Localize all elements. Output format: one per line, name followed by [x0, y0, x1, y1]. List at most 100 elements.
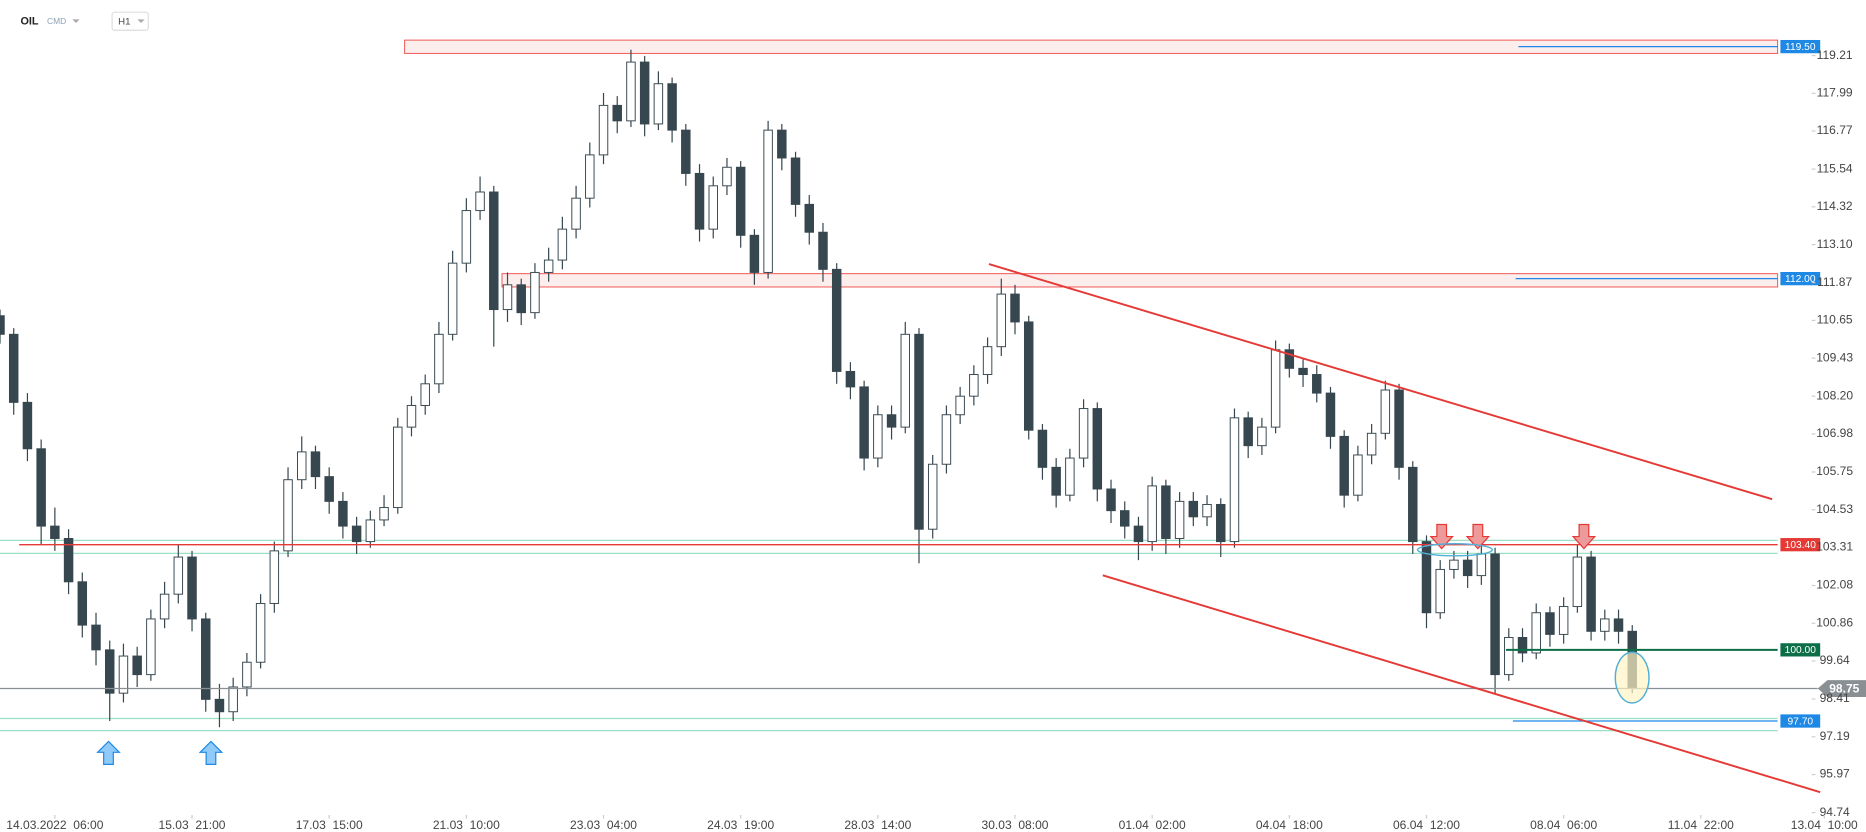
highlight-ellipse [1614, 651, 1650, 704]
candle-body [283, 479, 293, 552]
candle-body [1147, 485, 1157, 543]
x-tick-label: 04.04 18:00 [1256, 818, 1323, 832]
candle-body [1174, 500, 1185, 539]
level-label: 97.70 [1787, 716, 1813, 727]
candle-body [1531, 612, 1541, 654]
x-tick-label: 13.04 10:00 [1791, 818, 1858, 832]
y-tick-label: 95.97 [1820, 767, 1850, 781]
highlight-ellipse [1416, 543, 1494, 557]
symbol[interactable]: OIL [20, 16, 38, 28]
level-label-box [1780, 643, 1821, 657]
y-tick-label: 104.53 [1816, 502, 1853, 516]
level-label: 119.50 [1785, 42, 1816, 53]
candle-body [777, 129, 787, 159]
dropdown-caret[interactable] [137, 19, 145, 24]
last-price-label-box [1817, 680, 1866, 697]
y-tick-label: 100.86 [1816, 615, 1853, 629]
candle-body [1325, 392, 1336, 437]
candle-body [434, 333, 444, 385]
candle-body [859, 386, 869, 459]
candle-body [338, 500, 348, 527]
x-tick-label: 30.03 08:00 [982, 818, 1049, 832]
candle-body [1394, 389, 1404, 468]
candle-body [1010, 293, 1020, 323]
candles [0, 49, 1637, 728]
y-tick-label: 98.41 [1820, 691, 1850, 705]
candle-body [722, 166, 732, 187]
down-arrow [1571, 523, 1597, 550]
candle-body [1065, 457, 1075, 496]
up-arrow [198, 740, 224, 765]
level-label: 100.00 [1785, 645, 1817, 656]
candle-body [667, 83, 677, 131]
up-arrow [96, 740, 121, 765]
candle-body [1051, 466, 1061, 496]
candle-body [310, 451, 321, 478]
candle-body [63, 538, 74, 583]
candle-body [749, 234, 760, 273]
candle-body [77, 581, 88, 626]
y-tick-label: 108.20 [1816, 388, 1853, 402]
candle-body [1229, 417, 1240, 543]
candle-body [1023, 321, 1034, 431]
candle-body [365, 519, 376, 543]
annotations [96, 523, 1650, 765]
candle-body [502, 284, 513, 311]
candle-body [818, 231, 828, 270]
candle-body [996, 293, 1007, 348]
interval[interactable]: H1 [118, 16, 130, 27]
candle-body [914, 333, 924, 530]
axes: 119.21 117.99 116.77 115.54 114.32 113.10 111.… [6, 48, 1858, 832]
candle-body [1257, 426, 1267, 447]
candle-body [790, 157, 801, 205]
candle-body [1613, 618, 1624, 632]
candle-body [626, 61, 636, 122]
y-tick-label: 114.32 [1817, 199, 1853, 213]
candle-body [708, 185, 718, 230]
candle-body [461, 210, 472, 264]
candle-body [1284, 349, 1295, 369]
x-tick-label: 24.03 19:00 [707, 818, 774, 832]
candle-body [969, 374, 979, 397]
candle-body [8, 333, 19, 403]
candle-body [1092, 408, 1103, 490]
candle-body [351, 525, 362, 543]
toolbar: OIL CMD H1 [20, 11, 149, 31]
y-tick-label: 116.77 [1817, 123, 1853, 137]
y-tick-label: 115.54 [1817, 161, 1853, 175]
candle-body [489, 191, 499, 311]
dropdown-caret[interactable] [72, 19, 80, 24]
y-tick-label: 109.43 [1816, 350, 1853, 364]
candle-body [1421, 541, 1432, 614]
candle-body [1476, 553, 1487, 577]
candle-body [900, 333, 911, 428]
x-tick-label: 23.03 04:00 [570, 818, 637, 832]
candle-body [831, 268, 842, 372]
candle-body [379, 507, 389, 521]
level-label: 112.00 [1785, 274, 1816, 285]
candle-body [1078, 408, 1089, 459]
candle-body [1270, 349, 1281, 428]
candle-body [1380, 389, 1391, 434]
down-arrow [1429, 523, 1454, 550]
candle-body [324, 476, 334, 502]
x-tick-label: 11.04 22:00 [1668, 818, 1734, 832]
lines: 119.50 112.00 103.40 100.00 97.70 98.75 [0, 39, 1866, 794]
candle-body [543, 259, 554, 273]
candle-body [420, 383, 430, 406]
candle-body [516, 284, 526, 314]
interval-box[interactable] [111, 11, 149, 31]
level-label-box [1780, 39, 1821, 54]
candle-body [91, 624, 101, 651]
candle-body [297, 451, 307, 481]
candle-body [1106, 488, 1116, 512]
candle-body [845, 370, 856, 388]
y-tick-label: 117.99 [1817, 86, 1853, 100]
candle-body [873, 414, 883, 459]
candle-body [36, 448, 46, 527]
candle-body [393, 426, 403, 509]
level-label-box [1780, 538, 1821, 552]
candle-body [173, 556, 184, 595]
candle-body [447, 262, 458, 335]
